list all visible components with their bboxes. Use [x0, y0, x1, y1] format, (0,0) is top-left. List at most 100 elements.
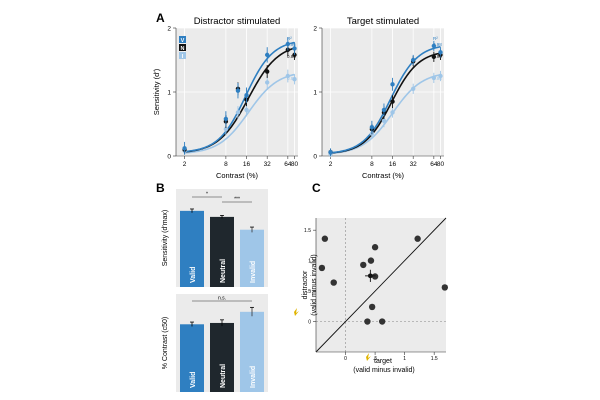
significance-label: * [206, 192, 208, 198]
y-tick-label: .5 [307, 289, 311, 295]
scatter-point [371, 273, 379, 280]
y-axis-ticks: 0 .5 1 1.5 [304, 228, 316, 326]
legend-swatch-neutral [179, 44, 186, 51]
data-point-v [285, 41, 291, 47]
data-point-v [223, 116, 229, 122]
chart-title: Target stimulated [347, 16, 419, 27]
y-axis-label: Sensitivity (d′max) [162, 210, 169, 267]
bars: Valid Neutral Invalid [180, 208, 264, 287]
legend-label-valid: V [181, 38, 185, 44]
scatter-point [364, 318, 371, 325]
data-point-n [431, 54, 437, 59]
mean-point [365, 269, 376, 282]
x-tick-label: 80 [437, 161, 445, 168]
x-tick-label: 32 [264, 161, 272, 168]
chart-title: Distractor stimulated [194, 16, 281, 27]
r2-invalid: 0.96 [433, 76, 442, 81]
unity-line [315, 217, 447, 353]
panel-letter-b: B [156, 181, 165, 195]
x-tick-label: 16 [243, 161, 251, 168]
y-tick-label: 1.5 [304, 228, 311, 234]
x-axis-label-line1: target [374, 358, 392, 365]
panel-b-top: **** Valid Neutral Invalid Sensitivity (d′… [162, 189, 268, 287]
x-tick-label: 64 [430, 161, 438, 168]
panel-b-bottom: n.s. Valid Neutral Invalid % Contrast (c50… [162, 294, 268, 392]
legend-swatch-invalid [179, 52, 186, 59]
data-point-i [390, 110, 395, 115]
data-point-i [235, 110, 241, 115]
data-point-n [264, 69, 270, 74]
fit-curve-i [184, 73, 295, 154]
y-axis-label-line2: (valid minus invalid) [311, 254, 318, 315]
x-axis-label-line2: (valid minus invalid) [353, 367, 414, 374]
x-axis-ticks: 2 8 16 32 64 80 [322, 155, 445, 168]
reference-lines [315, 217, 447, 353]
y-axis-ticks: 0 1 2 [313, 26, 323, 161]
x-tick-label: 1.5 [431, 356, 438, 362]
data-point-v [328, 149, 333, 155]
data-point-i [223, 126, 229, 132]
data-point-v [244, 93, 249, 98]
scatter-point [321, 235, 329, 242]
data-point-v [182, 146, 187, 151]
data-point-i [264, 80, 270, 85]
panel-a-right: Target stimulated 2 8 16 32 64 80 0 1 2 Contras… [313, 16, 444, 180]
r2-header: R² [433, 36, 438, 41]
scatter-point [360, 261, 367, 269]
data-point-i [431, 75, 437, 81]
x-axis-ticks: 2 8 16 32 64 80 [176, 155, 299, 168]
mean-marker [367, 273, 373, 279]
x-tick-label: 80 [291, 161, 299, 168]
data-point-v [381, 107, 387, 113]
fit-curves [184, 41, 295, 154]
x-tick-label: .5 [373, 356, 377, 362]
y-axis-ticks: 0 1 2 [167, 26, 177, 161]
data-points [182, 37, 297, 155]
x-tick-label: 1 [403, 356, 406, 362]
x-axis-ticks: 0 .5 1 1.5 [344, 352, 438, 362]
bar-invalid [240, 229, 264, 287]
lightning-icon [294, 308, 299, 316]
data-point-n [390, 99, 395, 104]
y-tick-label: 0 [167, 154, 171, 161]
bar-valid [180, 210, 204, 287]
y-axis-label: % Contrast (c50) [162, 317, 169, 370]
r2-neutral: 0.98 [287, 54, 296, 59]
bar-neutral [210, 216, 234, 287]
x-tick-label: 16 [389, 161, 397, 168]
x-tick-label: 8 [370, 161, 374, 168]
data-point-v [235, 88, 241, 93]
r2-header: R² [287, 36, 292, 41]
scatter-point [414, 235, 421, 242]
panel-c: 0 .5 1 1.5 0 .5 1 1.5 target (valid minus inva… [294, 217, 449, 374]
data-point-i [244, 107, 249, 113]
fit-curve-v [184, 41, 295, 153]
scatter-point [378, 318, 386, 325]
bar-label: Valid [190, 267, 197, 283]
data-point-v [390, 82, 395, 87]
significance-label: n.s. [218, 296, 226, 302]
panel-letter-c: C [312, 181, 321, 195]
legend-label-neutral: N [181, 46, 185, 52]
scatter-point [367, 257, 375, 264]
bar-label: Valid [190, 372, 197, 388]
data-point-v [292, 46, 297, 51]
y-tick-label: 2 [313, 26, 317, 33]
bar-label: Invalid [250, 366, 257, 388]
legend-label-invalid: I [182, 54, 184, 60]
data-point-v [369, 125, 375, 130]
significance-label: *** [234, 197, 240, 203]
scatter-point [371, 244, 379, 251]
y-tick-label: 1 [167, 90, 171, 97]
y-tick-label: 2 [167, 26, 171, 33]
data-points [328, 40, 443, 158]
r2-invalid: 0.96 [287, 76, 296, 81]
bar-label: Neutral [220, 259, 227, 283]
x-axis-label: Contrast (%) [362, 171, 405, 180]
scatter-point [368, 303, 376, 311]
data-point-i [410, 86, 416, 92]
x-tick-label: 0 [344, 356, 347, 362]
x-tick-label: 2 [183, 161, 187, 168]
bar-neutral [210, 322, 234, 392]
